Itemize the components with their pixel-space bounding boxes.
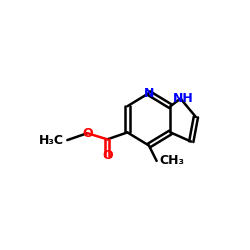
Text: NH: NH [173, 92, 194, 105]
Text: H₃C: H₃C [39, 134, 64, 146]
Text: N: N [144, 87, 154, 100]
Text: O: O [102, 149, 113, 162]
Text: CH₃: CH₃ [160, 154, 185, 168]
Text: O: O [82, 127, 93, 140]
